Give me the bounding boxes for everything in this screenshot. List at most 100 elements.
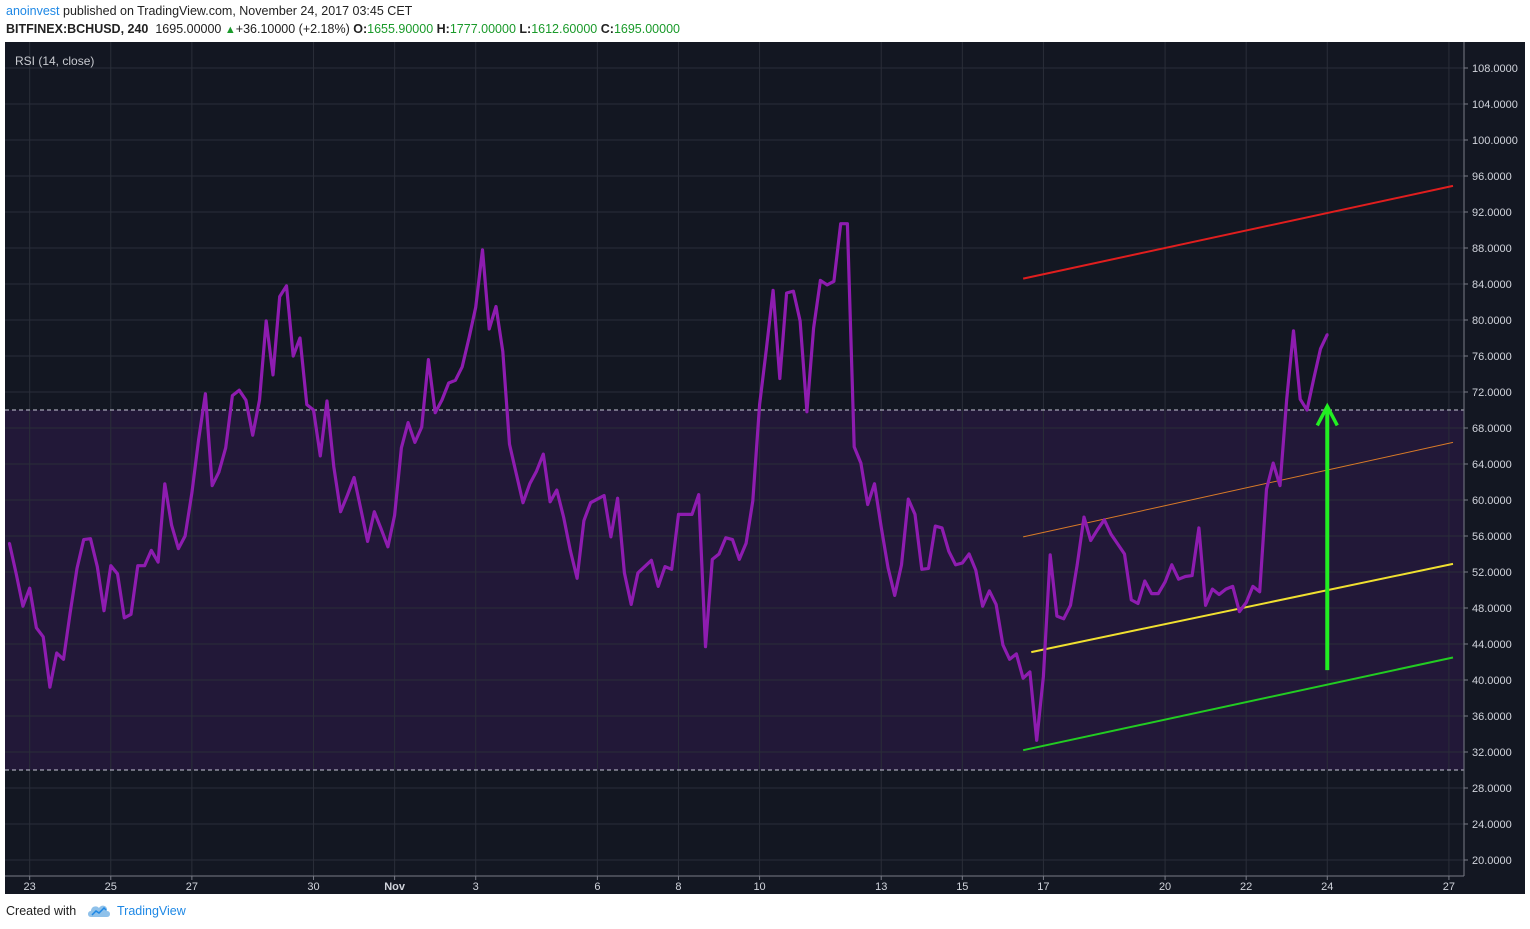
x-tick-label: 30 — [307, 881, 319, 893]
rsi-point — [1062, 617, 1065, 621]
rsi-point — [940, 526, 944, 530]
rsi-point — [900, 563, 903, 567]
rsi-point — [14, 572, 18, 576]
rsi-point — [48, 685, 52, 689]
grid-lines — [5, 42, 1464, 876]
rsi-point — [237, 388, 241, 392]
tradingview-link[interactable]: TradingView — [117, 904, 186, 918]
rsi-point — [542, 452, 545, 456]
rsi-point — [346, 494, 349, 497]
rsi-point — [1048, 553, 1052, 557]
y-tick-label: 80.0000 — [1472, 315, 1512, 327]
rsi-point — [305, 403, 309, 406]
rsi-point — [467, 336, 471, 340]
y-tick-label: 96.0000 — [1472, 171, 1512, 183]
rsi-point — [1231, 585, 1234, 588]
x-tick-label: 13 — [875, 881, 887, 893]
y-tick-label: 108.0000 — [1472, 63, 1518, 75]
rsi-point — [886, 566, 890, 569]
orange-trend-line — [1023, 441, 1454, 538]
chart-area[interactable]: 108.0000 104.0000 100.0000 96.0000 92.0000 88… — [5, 42, 1525, 894]
rsi-point — [589, 501, 592, 505]
y-tick-label: 104.0000 — [1472, 99, 1518, 111]
rsi-point — [596, 497, 599, 501]
open-value: 1655.90000 — [367, 22, 434, 36]
rsi-point — [1197, 526, 1201, 530]
rsi-point — [1305, 408, 1309, 412]
rsi-point — [109, 564, 113, 567]
x-tick-label: 8 — [675, 881, 681, 893]
rsi-point — [738, 558, 741, 561]
rsi-point — [8, 541, 11, 545]
y-tick-label: 52.0000 — [1472, 567, 1512, 579]
rsi-point — [1244, 601, 1248, 604]
rsi-point — [535, 469, 538, 473]
rsi-point — [778, 377, 782, 380]
rsi-point — [89, 537, 92, 540]
rsi-point — [717, 552, 721, 556]
rsi-point — [278, 295, 282, 298]
rsi-point — [339, 510, 342, 513]
rsi-point — [1170, 563, 1174, 567]
rsi-point — [650, 559, 653, 562]
y-tick-label: 44.0000 — [1472, 639, 1512, 651]
rsi-point — [1325, 333, 1329, 336]
x-tick-label: 15 — [956, 881, 968, 893]
rsi-point — [548, 500, 552, 504]
rsi-point — [683, 513, 687, 516]
rsi-point — [474, 306, 478, 309]
rsi-point — [298, 336, 302, 340]
published-text: published on TradingView.com, November 2… — [63, 4, 413, 18]
rsi-point — [609, 535, 613, 539]
rsi-point — [454, 379, 457, 382]
x-tick-label: 22 — [1240, 881, 1252, 893]
y-tick-label: 56.0000 — [1472, 531, 1512, 543]
rsi-point — [1028, 670, 1032, 674]
rsi-point — [988, 589, 991, 593]
rsi-point — [569, 549, 572, 552]
up-arrow-icon: ▲ — [224, 24, 236, 36]
rsi-point — [961, 561, 964, 565]
last-price: 1695.00000 — [155, 22, 222, 36]
rsi-point — [373, 510, 376, 513]
y-tick-label: 24.0000 — [1472, 819, 1512, 831]
rsi-point — [582, 519, 586, 522]
rsi-point — [291, 354, 295, 358]
rsi-point — [846, 222, 849, 225]
rsi-point — [190, 491, 194, 495]
rsi-point — [812, 326, 815, 330]
rsi-point — [420, 425, 423, 429]
rsi-point — [859, 461, 863, 465]
rsi-point — [521, 501, 525, 505]
x-tick-label: 6 — [594, 881, 600, 893]
rsi-point — [177, 547, 180, 550]
tradingview-cloud-icon[interactable] — [87, 903, 111, 919]
rsi-point — [1102, 518, 1106, 522]
rsi-point — [893, 594, 897, 597]
rsi-point — [758, 403, 761, 406]
low-value: 1612.60000 — [531, 22, 598, 36]
rsi-chart-svg[interactable]: 108.0000104.0000100.000096.000092.000088… — [5, 42, 1525, 894]
rsi-point — [264, 319, 268, 323]
rsi-point — [41, 635, 45, 639]
rsi-point — [62, 658, 65, 661]
rsi-point — [629, 603, 633, 606]
rsi-point — [318, 454, 322, 458]
rsi-point — [697, 493, 701, 496]
rsi-point — [1312, 377, 1316, 380]
rsi-point — [663, 565, 667, 568]
rsi-point — [508, 442, 511, 446]
rsi-point — [623, 571, 626, 575]
publication-line: anoinvest published on TradingView.com, … — [6, 4, 412, 18]
rsi-point — [224, 446, 227, 450]
rsi-point — [805, 410, 809, 414]
author-link[interactable]: anoinvest — [6, 4, 60, 18]
rsi-point — [1319, 347, 1322, 351]
y-tick-label: 100.0000 — [1472, 135, 1518, 147]
x-tick-label: 10 — [753, 881, 765, 893]
rsi-point — [616, 496, 619, 500]
rsi-point — [325, 399, 329, 403]
rsi-point — [183, 534, 187, 538]
rsi-point — [555, 488, 559, 492]
footer: Created with TradingView — [0, 894, 1530, 929]
